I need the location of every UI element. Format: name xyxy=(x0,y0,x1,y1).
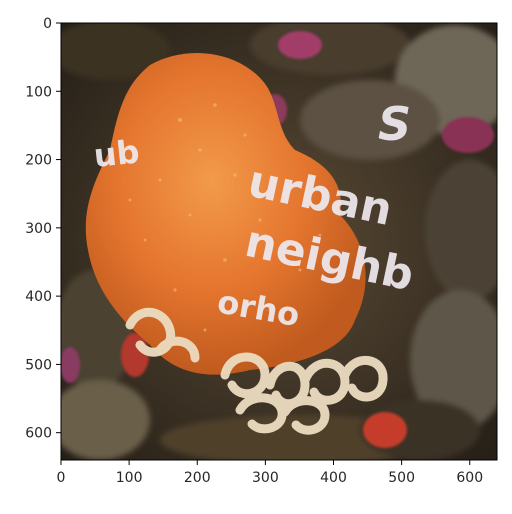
egg-ribbon xyxy=(125,307,388,435)
y-axis-ticks: 0 100 200 300 400 500 600 xyxy=(25,16,61,442)
x-tick-label: 100 xyxy=(116,470,143,486)
x-tick-label: 200 xyxy=(184,470,211,486)
sponge-speckles xyxy=(128,103,322,332)
x-axis-ticks: 0 100 200 300 400 500 600 xyxy=(57,460,483,486)
x-tick-label: 600 xyxy=(456,470,483,486)
x-tick-label: 400 xyxy=(320,470,347,486)
y-tick-label: 200 xyxy=(25,153,52,169)
y-tick-label: 500 xyxy=(25,357,52,373)
y-tick-label: 0 xyxy=(43,16,52,32)
y-tick-label: 300 xyxy=(25,221,52,237)
y-tick-label: 600 xyxy=(25,426,52,442)
overlay-text-s: S xyxy=(378,97,411,151)
x-tick-label: 0 xyxy=(57,470,66,486)
overlay-text-ub: ub xyxy=(92,132,141,175)
x-tick-label: 500 xyxy=(388,470,415,486)
sponge-body xyxy=(85,53,366,375)
axes-frame xyxy=(60,22,498,461)
y-tick-label: 100 xyxy=(25,84,52,100)
x-tick-label: 300 xyxy=(252,470,279,486)
photo xyxy=(61,23,497,460)
y-tick-label: 400 xyxy=(25,289,52,305)
